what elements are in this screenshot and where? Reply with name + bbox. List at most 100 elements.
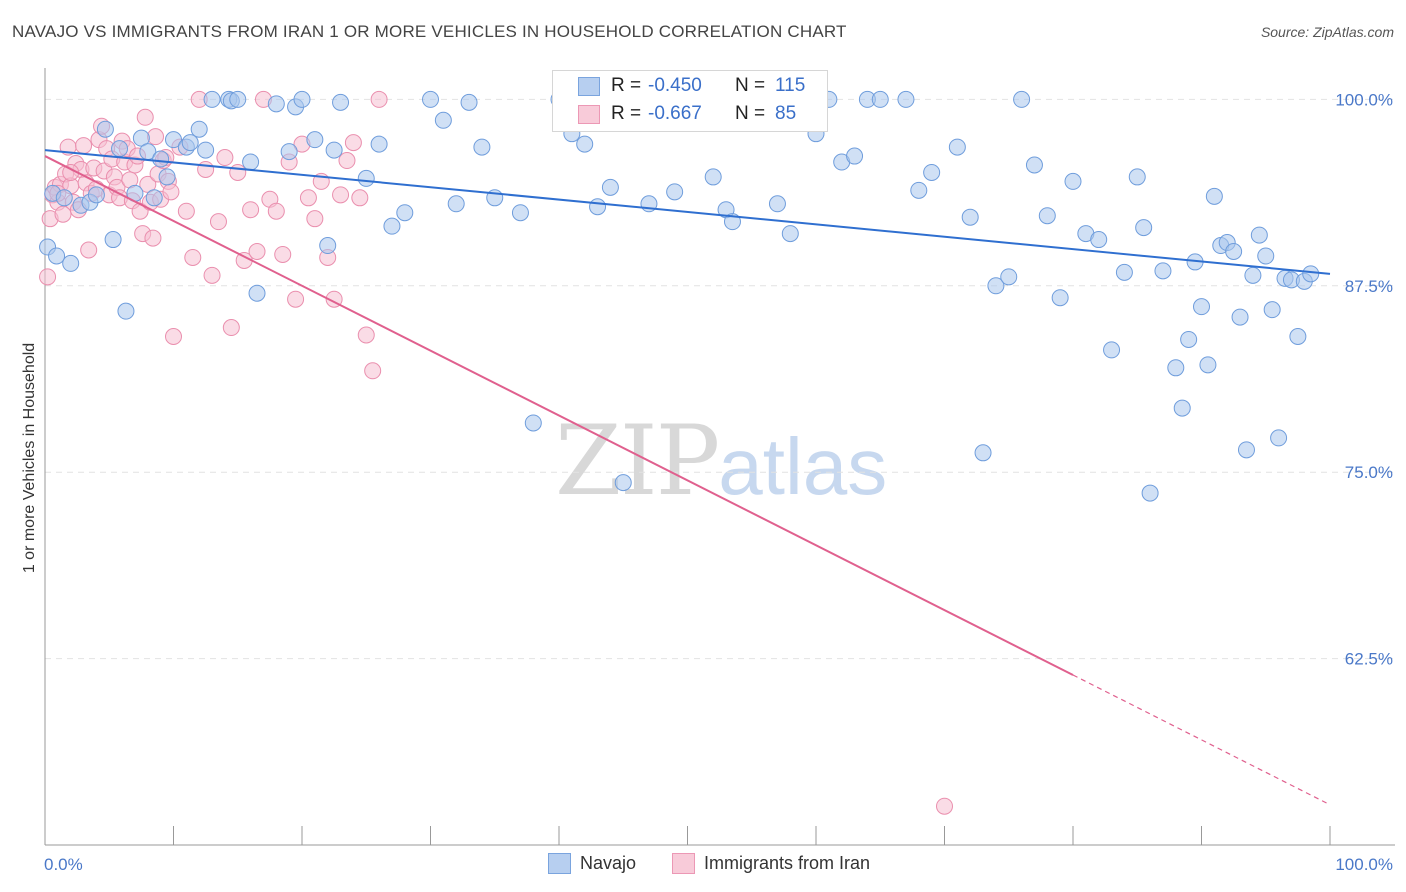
navajo-point	[152, 150, 170, 168]
navajo-point	[511, 204, 529, 222]
navajo-point	[370, 135, 388, 153]
y-tick-label: 62.5%	[1345, 650, 1393, 669]
navajo-point	[306, 131, 324, 149]
navajo-point	[203, 90, 221, 108]
navajo-point	[974, 444, 992, 462]
iran-point	[209, 213, 227, 231]
navajo-point	[197, 141, 215, 159]
iran-point	[216, 149, 234, 167]
iran-point	[177, 202, 195, 220]
navajo-point	[1263, 301, 1281, 319]
navajo-point	[1154, 262, 1172, 280]
legend-r-label: R =	[611, 103, 642, 124]
iran-point	[344, 134, 362, 152]
legend-row-navajo: R = -0.450 N = 115	[553, 73, 827, 99]
navajo-point	[181, 134, 199, 152]
navajo-point	[62, 254, 80, 272]
iran-point	[332, 186, 350, 204]
iran-point	[370, 90, 388, 108]
legend-r-label: R =	[611, 75, 642, 96]
legend-n-label: N =	[735, 103, 766, 124]
navajo-point	[961, 208, 979, 226]
navajo-point	[357, 169, 375, 187]
iran-point	[222, 319, 240, 337]
iran-point	[162, 183, 180, 201]
navajo-point	[768, 195, 786, 213]
navajo-point	[1199, 356, 1217, 374]
navajo-point	[871, 90, 889, 108]
legend-r-value: -0.667	[648, 103, 702, 124]
iran-point	[147, 128, 165, 146]
navajo-point	[1250, 226, 1268, 244]
navajo-point	[948, 138, 966, 156]
navajo-point	[319, 237, 337, 255]
navajo-point	[666, 183, 684, 201]
navajo-point	[1257, 247, 1275, 265]
navajo-point	[1051, 289, 1069, 307]
iran-point	[351, 189, 369, 207]
navajo-point	[1302, 265, 1320, 283]
navajo-point	[1237, 441, 1255, 459]
navajo-point	[1225, 242, 1243, 260]
navajo-point	[96, 120, 114, 138]
navajo-point	[1025, 156, 1043, 174]
navajo-point	[1173, 399, 1191, 417]
navajo-point	[1000, 268, 1018, 286]
watermark: ZIPatlas	[555, 405, 887, 517]
navajo-point	[229, 90, 247, 108]
navajo-point	[473, 138, 491, 156]
navajo-point	[1205, 187, 1223, 205]
legend-row-iran: R = -0.667 N = 85	[553, 101, 827, 127]
iran-point	[197, 160, 215, 178]
legend-n-value: 85	[775, 103, 797, 124]
navajo-point	[923, 163, 941, 181]
y-axis-title: 1 or more Vehicles in Household	[21, 343, 38, 573]
navajo-point	[846, 147, 864, 165]
navajo-point	[293, 90, 311, 108]
navajo-point	[48, 247, 66, 265]
navajo-point	[614, 474, 632, 492]
iran-point	[80, 241, 98, 259]
navajo-point	[1064, 172, 1082, 190]
bottom-legend-swatch-iran	[672, 853, 695, 874]
iran-point	[136, 108, 154, 126]
navajo-point	[524, 414, 542, 432]
legend-n-label: N =	[735, 75, 766, 96]
navajo-point	[104, 231, 122, 249]
iran-point	[267, 202, 285, 220]
navajo-point	[1103, 341, 1121, 359]
iran-point	[184, 248, 202, 266]
iran-point	[242, 201, 260, 219]
navajo-point	[1167, 359, 1185, 377]
navajo-point	[55, 189, 73, 207]
navajo-point	[145, 189, 163, 207]
iran-trend-extension	[1072, 674, 1331, 806]
navajo-point	[1128, 168, 1146, 186]
navajo-point	[1013, 90, 1031, 108]
navajo-point	[248, 284, 266, 302]
iran-point	[287, 290, 305, 308]
navajo-point	[897, 90, 915, 108]
navajo-trend-line	[44, 149, 1331, 275]
trend-lines	[44, 149, 1331, 806]
navajo-point	[117, 302, 135, 320]
navajo-point	[1115, 263, 1133, 281]
legend: R = -0.450 N = 115 R = -0.667 N = 85	[552, 70, 828, 132]
legend-r-value: -0.450	[648, 75, 702, 96]
navajo-point	[987, 277, 1005, 295]
navajo-point	[332, 93, 350, 111]
navajo-point	[1090, 231, 1108, 249]
legend-swatch-iran	[578, 105, 600, 124]
chart-title: NAVAJO VS IMMIGRANTS FROM IRAN 1 OR MORE…	[12, 22, 847, 41]
iran-trend-line	[44, 155, 1074, 676]
navajo-point	[267, 95, 285, 113]
navajo-point	[242, 153, 260, 171]
navajo-point	[383, 217, 401, 235]
iran-point	[357, 326, 375, 344]
navajo-point	[1141, 484, 1159, 502]
iran-point	[338, 152, 356, 170]
navajo-point	[434, 111, 452, 129]
legend-swatch-navajo	[578, 77, 600, 96]
watermark-zip: ZIP	[555, 405, 720, 517]
